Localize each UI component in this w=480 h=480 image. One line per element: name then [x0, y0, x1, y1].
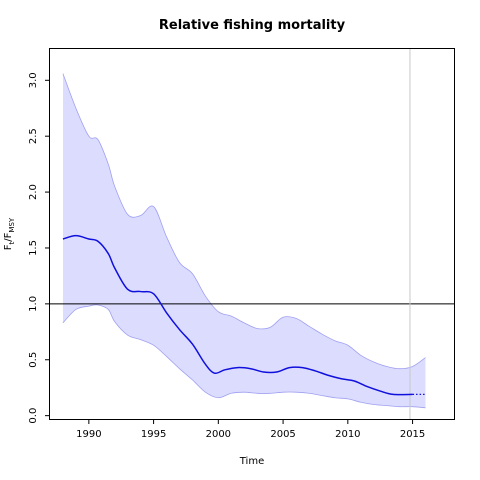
x-tick-label: 2010 — [335, 429, 360, 440]
y-label-sub1: t — [8, 241, 16, 244]
y-axis: 0.0 0.5 1.0 1.5 2.0 2.5 3.0 — [28, 72, 50, 424]
plot-area — [50, 49, 454, 419]
x-tick-label: 1990 — [76, 429, 101, 440]
x-tick-label: 2015 — [400, 429, 425, 440]
y-tick-label: 0.0 — [28, 408, 39, 424]
x-tick-label: 2005 — [270, 429, 295, 440]
x-axis-label: Time — [239, 456, 264, 467]
x-tick-label: 1995 — [141, 429, 166, 440]
plot-frame — [49, 48, 455, 420]
y-tick-label: 0.5 — [28, 352, 39, 368]
y-axis-label: Ft/FMSY — [3, 217, 16, 250]
y-tick-label: 1.0 — [28, 296, 39, 312]
x-tick-label: 2000 — [206, 429, 231, 440]
y-tick-label: 2.5 — [28, 128, 39, 144]
y-tick-label: 3.0 — [28, 72, 39, 88]
band-lower-edge — [62, 304, 426, 409]
y-tick-label: 2.0 — [28, 184, 39, 200]
y-label-sep: /F — [3, 232, 14, 241]
series-line — [62, 234, 413, 396]
y-tick-label: 1.5 — [28, 240, 39, 256]
chart-title: Relative fishing mortality — [159, 18, 346, 33]
y-label-sub2: MSY — [8, 217, 16, 232]
band-upper-edge — [62, 73, 426, 370]
y-label-main: F — [3, 244, 14, 250]
x-axis: 1990 1995 2000 2005 2010 2015 — [76, 419, 425, 440]
confidence-band — [62, 73, 426, 408]
